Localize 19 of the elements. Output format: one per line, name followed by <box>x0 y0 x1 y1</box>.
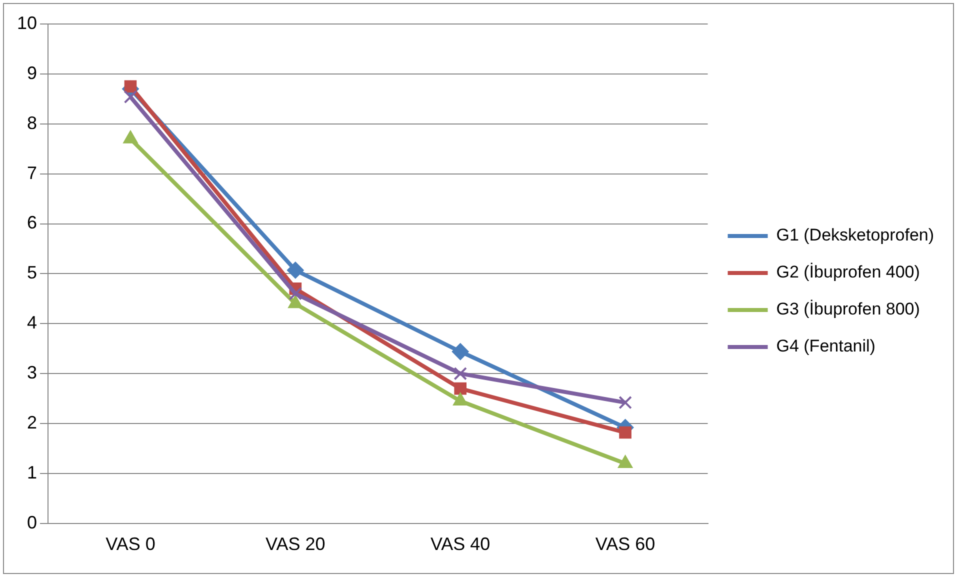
legend-label: G1 (Deksketoprofen) <box>776 226 934 245</box>
y-tick-label: 7 <box>27 162 38 183</box>
legend-label: G4 (Fentanil) <box>776 336 876 356</box>
y-tick-label: 10 <box>16 12 38 33</box>
y-tick-label: 0 <box>27 512 38 532</box>
x-tick-label: VAS 0 <box>106 534 156 554</box>
y-tick-label: 3 <box>27 362 38 383</box>
y-tick-label: 2 <box>27 412 38 432</box>
legend-label: G3 (İbuprofen 800) <box>776 300 920 319</box>
x-tick-label: VAS 40 <box>430 534 490 554</box>
x-tick-label: VAS 60 <box>595 534 656 554</box>
x-tick-label: VAS 20 <box>266 534 326 554</box>
y-tick-label: 6 <box>27 212 38 233</box>
y-tick-label: 1 <box>27 462 38 482</box>
y-tick-label: 9 <box>27 62 38 83</box>
y-tick-label: 5 <box>27 262 38 283</box>
legend-label: G2 (İbuprofen 400) <box>776 262 920 282</box>
y-tick-label: 4 <box>27 312 38 333</box>
y-tick-label: 8 <box>27 112 38 133</box>
